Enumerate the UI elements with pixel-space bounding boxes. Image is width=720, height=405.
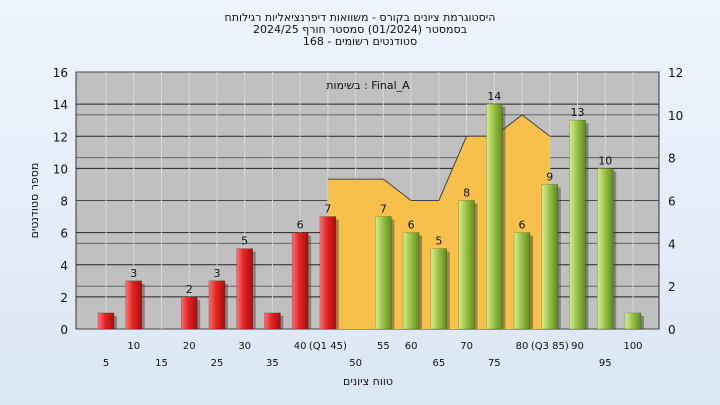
chart-annotation: בשימות : Final_A [326,79,410,92]
y2-tick-label-10: 10 [668,109,683,123]
bar-label-10: 3 [130,267,137,280]
chart-subtitle-enrolled: סטודנטים רשומים - 168 [302,35,418,48]
y-axis-title: מספר סטודנטים [28,163,41,239]
x-tick-label-lower-3: 35 [266,358,279,369]
bar-85 [541,184,559,330]
y-tick-label-6: 6 [60,227,68,241]
bar-label-95: 10 [598,154,612,167]
x-tick-label-upper-2: 30 [238,341,251,352]
bar-95 [597,168,614,330]
x-tick-label-upper-5: 55 [377,341,390,352]
x-axis-title: טווח ציונים [343,375,393,388]
x-tick-label-upper-8: 80 [516,341,529,352]
bar-60 [402,232,420,330]
x-tick-label-upper-4: (Q1 45) [309,341,347,352]
bar-label-45: 7 [324,203,331,216]
bar-90 [569,119,586,330]
x-tick-label-upper-0: 10 [127,341,140,352]
y-tick-label-12: 12 [53,130,68,144]
bar-label-85: 9 [546,170,553,183]
x-tick-label-lower-5: 65 [432,358,445,369]
bar-20 [180,296,198,330]
x-tick-label-lower-0: 5 [103,358,109,369]
bar-45 [319,216,337,330]
bar-label-65: 5 [435,235,442,248]
bar-label-90: 13 [571,106,585,119]
x-tick-label-upper-1: 20 [183,341,196,352]
bar-40 [291,232,309,330]
y-tick-label-16: 16 [53,66,68,80]
x-tick-label-lower-6: 75 [488,358,501,369]
y2-tick-label-0: 0 [668,323,676,337]
y-tick-label-14: 14 [53,98,68,112]
bar-25 [208,280,226,330]
bar-5 [97,312,115,330]
y2-tick-label-4: 4 [668,237,676,251]
y2-tick-label-2: 2 [668,280,676,294]
x-tick-label-lower-4: 50 [349,358,362,369]
bar-100 [624,312,642,330]
bar-35 [264,312,281,330]
x-tick-label-upper-11: 100 [623,341,642,352]
bar-10 [125,280,142,330]
bar-80 [513,232,531,330]
y-tick-label-10: 10 [53,162,68,176]
bar-label-75: 14 [487,90,501,103]
bar-label-25: 3 [213,267,220,280]
x-tick-label-upper-9: (Q3 85) [531,341,569,352]
bar-75 [486,103,503,330]
x-tick-label-lower-7: 95 [599,358,612,369]
chart-title: היסטוגרמת ציונים בקורס - משוואות דיפרנצי… [224,11,496,24]
area-series-outline [327,114,551,201]
y-tick-label-0: 0 [60,323,68,337]
bar-55 [375,216,392,330]
x-tick-label-upper-10: 90 [571,341,584,352]
bar-label-30: 5 [241,235,248,248]
bar-70 [458,200,475,330]
bar-label-70: 8 [463,187,470,200]
bar-label-60: 6 [408,219,415,232]
bar-label-20: 2 [186,283,193,296]
y2-tick-label-8: 8 [668,152,676,166]
x-tick-label-upper-6: 60 [405,341,418,352]
x-tick-label-upper-7: 70 [460,341,473,352]
y2-tick-label-6: 6 [668,195,676,209]
bar-label-80: 6 [519,219,526,232]
x-tick-label-lower-2: 25 [211,358,224,369]
chart-subtitle-semester: בסמסטר (01/2024) סמסטר חורף 2024/25 [253,23,467,36]
y-tick-label-8: 8 [60,195,68,209]
y-tick-label-2: 2 [60,291,68,305]
bar-label-55: 7 [380,203,387,216]
bar-65 [430,248,448,330]
bar-30 [236,248,253,330]
x-tick-label-lower-1: 15 [155,358,168,369]
bar-label-40: 6 [297,219,304,232]
y-tick-label-4: 4 [60,259,68,273]
y2-tick-label-12: 12 [668,66,683,80]
x-tick-label-upper-3: 40 [294,341,307,352]
